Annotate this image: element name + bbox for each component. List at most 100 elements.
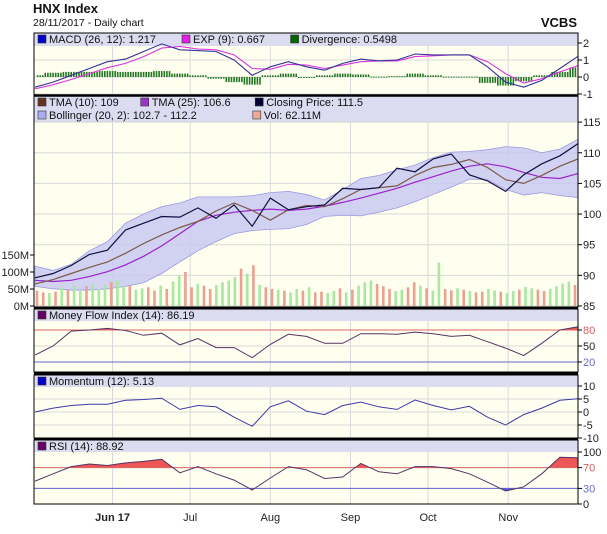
divergence-bar	[54, 72, 57, 77]
volume-bar	[134, 289, 138, 306]
divergence-bar	[259, 77, 261, 85]
divergence-bar	[458, 76, 460, 78]
divergence-bar	[179, 73, 181, 77]
divergence-bar	[282, 73, 284, 77]
volume-tick-label: 50M	[8, 284, 29, 296]
volume-bar	[215, 284, 218, 306]
volume-bar	[412, 282, 416, 306]
volume-bar	[425, 288, 428, 306]
chart-subtitle: 28/11/2017 - Daily chart	[33, 17, 144, 29]
divergence-bar	[65, 71, 67, 77]
volume-bar	[258, 284, 261, 306]
volume-bar	[66, 289, 70, 306]
divergence-bar	[145, 71, 147, 77]
divergence-bar	[70, 71, 72, 77]
divergence-bar	[396, 76, 398, 78]
volume-bar	[153, 290, 156, 306]
volume-tick-label: 150M	[1, 250, 29, 262]
divergence-bar	[491, 77, 494, 83]
volume-bar	[283, 290, 286, 306]
legend-swatch	[37, 376, 47, 386]
divergence-bar	[520, 77, 522, 82]
divergence-bar	[360, 74, 362, 77]
divergence-bar	[297, 77, 300, 78]
divergence-bar	[191, 75, 194, 77]
divergence-bar	[383, 76, 385, 78]
y-tick-label: 20	[583, 357, 595, 369]
y-tick-label: 85	[583, 301, 595, 313]
divergence-bar	[367, 74, 370, 77]
volume-bar	[561, 283, 564, 306]
divergence-bar	[344, 73, 347, 77]
divergence-bar	[354, 74, 357, 77]
divergence-bar	[546, 75, 548, 77]
volume-bar	[221, 282, 224, 306]
divergence-bar	[466, 76, 468, 78]
volume-bar	[165, 289, 169, 306]
y-tick-label: 100	[583, 447, 601, 459]
divergence-bar	[132, 71, 135, 77]
volume-bar	[381, 286, 385, 306]
divergence-bar	[181, 73, 184, 77]
divergence-bar	[303, 77, 305, 78]
divergence-bar	[137, 71, 140, 77]
legend-swatch	[37, 110, 47, 120]
divergence-bar	[119, 71, 122, 77]
overbought-fill	[35, 457, 578, 468]
volume-bar	[97, 289, 101, 306]
divergence-bar	[422, 73, 424, 77]
volume-bar	[511, 291, 515, 306]
divergence-bar	[210, 77, 212, 79]
volume-bar	[437, 262, 441, 306]
divergence-bar	[522, 77, 525, 82]
divergence-bar	[463, 76, 465, 78]
volume-bar	[344, 292, 348, 306]
volume-bar	[468, 291, 472, 306]
volume-bar	[548, 289, 552, 306]
volume-bar	[480, 291, 484, 306]
volume-bar	[140, 288, 144, 306]
divergence-bar	[220, 77, 222, 79]
volume-bar	[276, 289, 280, 306]
panel-momentum-legend-band	[34, 375, 578, 387]
divergence-bar	[88, 71, 91, 77]
divergence-bar	[502, 77, 504, 86]
panel-price-legend-band	[34, 96, 578, 122]
volume-bar	[109, 282, 113, 306]
y-tick-label: 105	[583, 178, 601, 190]
divergence-bar	[277, 75, 279, 77]
divergence-bar	[572, 67, 574, 77]
divergence-bar	[256, 77, 259, 85]
divergence-bar	[450, 76, 453, 78]
volume-bar	[122, 286, 125, 306]
divergence-bar	[486, 77, 489, 83]
divergence-bar	[556, 71, 559, 77]
volume-bar	[338, 288, 342, 306]
divergence-bar	[569, 67, 571, 77]
legend-label: TMA (10): 109	[49, 97, 119, 109]
volume-bar	[499, 291, 503, 306]
divergence-bar	[484, 77, 486, 83]
divergence-bar	[489, 77, 491, 83]
divergence-bar	[349, 73, 352, 77]
divergence-bar	[109, 71, 111, 77]
divergence-bar	[285, 73, 287, 77]
legend-swatch	[37, 97, 47, 107]
divergence-bar	[445, 76, 447, 78]
divergence-bar	[370, 76, 372, 78]
divergence-bar	[184, 73, 186, 77]
divergence-bar	[148, 71, 150, 77]
volume-bar	[252, 265, 255, 306]
tma25-line	[34, 163, 579, 283]
divergence-bar	[497, 77, 499, 86]
panel-mfi-legend-band	[34, 309, 578, 321]
volume-bar	[184, 272, 187, 306]
divergence-bar	[101, 71, 103, 77]
divergence-bar	[274, 75, 277, 77]
volume-bar	[159, 285, 162, 306]
divergence-bar	[393, 76, 396, 78]
divergence-bar	[318, 75, 321, 77]
volume-bar	[456, 288, 459, 306]
divergence-bar	[202, 75, 204, 77]
